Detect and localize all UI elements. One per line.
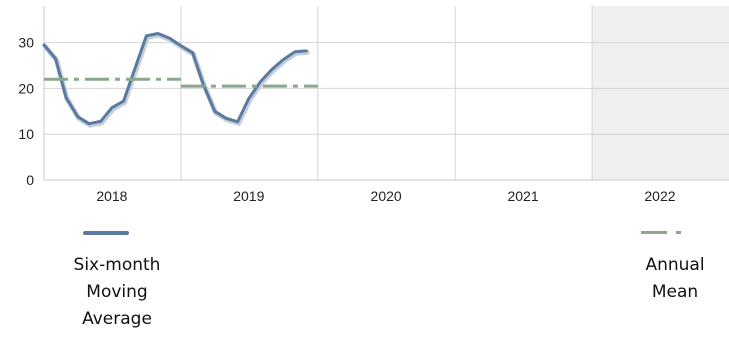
- shaded-region: [592, 6, 729, 180]
- x-tick-label: 2021: [507, 188, 538, 204]
- axes: [43, 6, 729, 181]
- legend-swatch-dot: [676, 231, 681, 234]
- legend-swatch-dash-dot: [641, 231, 667, 234]
- legend-item-annual-mean: Annual Mean: [620, 227, 729, 306]
- line-chart: 0 10 20 30 2018 2019 2020 2021 2022: [18, 6, 729, 204]
- legend-swatch-solid: [83, 231, 129, 235]
- legend-label-annual-mean: Annual Mean: [645, 255, 705, 302]
- y-tick-label: 20: [18, 80, 34, 96]
- y-axis-ticks: 0 10 20 30: [18, 35, 34, 188]
- moving-average-line: [42, 32, 308, 126]
- gridlines: [44, 6, 729, 180]
- x-tick-label: 2019: [233, 188, 264, 204]
- legend-label-moving-average: Six-month Moving Average: [73, 255, 161, 329]
- x-tick-label: 2018: [96, 188, 127, 204]
- y-tick-label: 0: [26, 172, 34, 188]
- x-tick-label: 2020: [371, 188, 402, 204]
- y-tick-label: 30: [18, 35, 34, 51]
- y-tick-label: 10: [18, 126, 34, 142]
- x-tick-label: 2022: [644, 188, 675, 204]
- legend-item-moving-average: Six-month Moving Average: [52, 227, 182, 333]
- x-axis-ticks: 2018 2019 2020 2021 2022: [96, 188, 675, 204]
- series-layer: [42, 32, 318, 128]
